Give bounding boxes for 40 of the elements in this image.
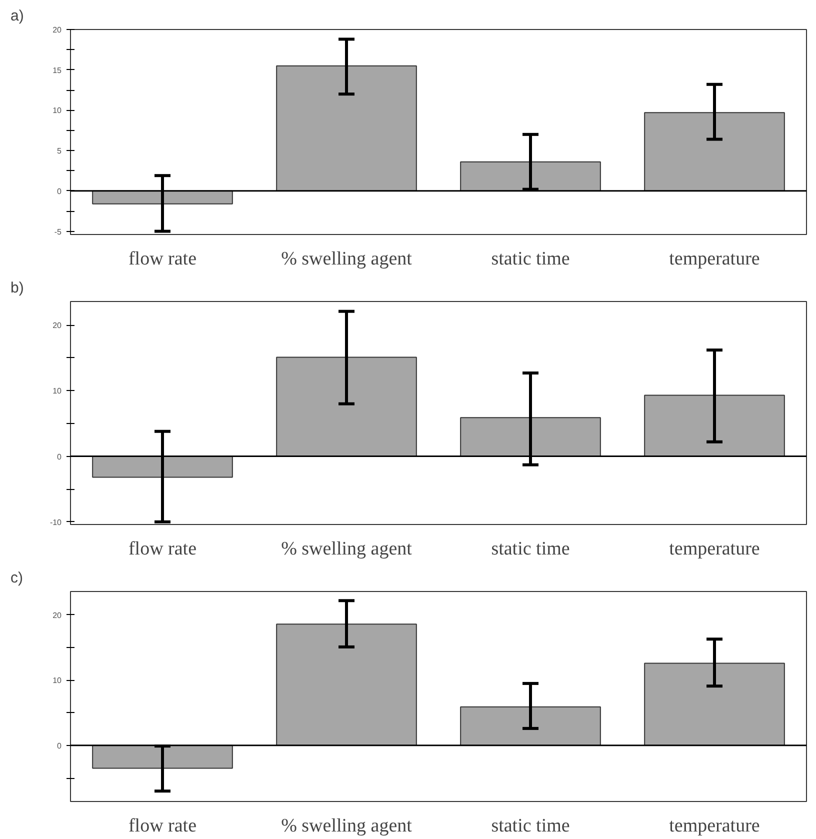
bar: [460, 161, 601, 192]
y-tick-label: 15: [52, 66, 62, 75]
x-tick-label: static time: [491, 816, 570, 836]
x-tick-label: % swelling agent: [281, 816, 413, 836]
bar: [460, 417, 601, 457]
chart-title: b): [10, 280, 24, 296]
y-tick-label: -10: [50, 518, 62, 527]
x-tick-label: static time: [491, 248, 570, 270]
y-tick-label: 0: [57, 452, 62, 462]
chart-title: c): [10, 570, 23, 586]
y-tick-label: 10: [52, 386, 62, 396]
x-tick-label: % swelling agent: [281, 248, 413, 270]
bar: [276, 356, 417, 457]
y-tick-label: 20: [52, 26, 62, 34]
x-tick-label: % swelling agent: [281, 538, 413, 560]
bar: [92, 456, 233, 478]
y-tick-label: 0: [57, 741, 62, 750]
bar: [92, 190, 233, 204]
y-tick-label: -5: [54, 227, 62, 236]
bar: [276, 65, 417, 192]
bar: [276, 624, 417, 746]
y-tick-label: 20: [52, 610, 62, 620]
x-tick-label: temperature: [669, 816, 760, 836]
y-tick-label: 0: [57, 186, 62, 196]
x-tick-label: flow rate: [128, 816, 197, 836]
y-tick-label: 10: [52, 106, 62, 116]
bar: [644, 394, 785, 457]
y-tick-label: 5: [57, 146, 62, 156]
x-tick-label: flow rate: [128, 538, 197, 560]
x-tick-label: temperature: [669, 248, 760, 270]
bar: [644, 662, 785, 746]
y-tick-label: 10: [52, 676, 62, 686]
bar: [92, 744, 233, 769]
bar: [460, 706, 601, 746]
bar: [644, 112, 785, 192]
x-tick-label: flow rate: [128, 248, 197, 270]
chart-title: a): [10, 8, 24, 24]
x-tick-label: static time: [491, 538, 570, 560]
y-tick-label: 20: [52, 321, 62, 330]
x-tick-label: temperature: [669, 538, 760, 560]
